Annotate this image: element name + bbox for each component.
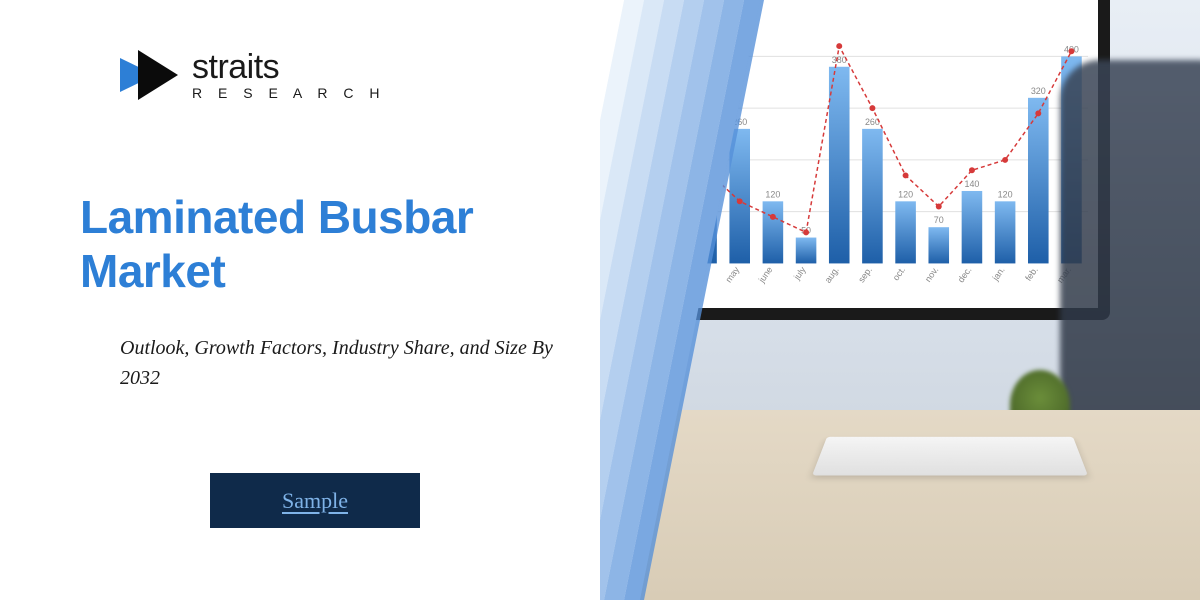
svg-text:440: 440 [699,24,714,34]
svg-text:nov.: nov. [923,265,941,284]
right-visual: 440april260may120june50july380aug.260sep… [600,0,1200,600]
logo: straits R E S E A R C H [120,50,580,100]
svg-text:june: june [756,265,774,285]
svg-text:jan.: jan. [990,265,1007,283]
monitor: 440april260may120june50july380aug.260sep… [680,0,1110,320]
logo-text: straits R E S E A R C H [192,50,385,100]
banner-container: straits R E S E A R C H Laminated Busbar… [0,0,1200,600]
logo-main: straits [192,50,385,84]
svg-text:sep.: sep. [856,265,874,285]
svg-text:380: 380 [832,55,847,65]
svg-text:may: may [723,264,741,284]
monitor-screen: 440april260may120june50july380aug.260sep… [680,0,1098,308]
keyboard [812,437,1088,476]
subtitle: Outlook, Growth Factors, Industry Share,… [120,333,580,393]
svg-text:120: 120 [898,189,913,199]
left-content: straits R E S E A R C H Laminated Busbar… [0,0,640,600]
bar-chart: 440april260may120june50july380aug.260sep… [680,0,1098,308]
svg-text:july: july [791,264,808,282]
sample-button[interactable]: Sample [210,473,420,528]
svg-text:aug.: aug. [823,265,841,285]
svg-text:dec.: dec. [956,265,974,285]
svg-text:oct.: oct. [891,265,907,283]
photo-scene: 440april260may120june50july380aug.260sep… [640,0,1200,600]
logo-sub: R E S E A R C H [192,86,385,100]
logo-icon [120,50,180,100]
svg-text:260: 260 [732,117,747,127]
svg-text:120: 120 [998,189,1013,199]
svg-text:120: 120 [765,189,780,199]
svg-text:feb.: feb. [1023,265,1040,283]
svg-text:april: april [690,265,708,285]
svg-text:140: 140 [964,179,979,189]
svg-text:260: 260 [865,117,880,127]
page-title: Laminated Busbar Market [80,190,580,298]
svg-text:70: 70 [934,215,944,225]
svg-text:320: 320 [1031,86,1046,96]
